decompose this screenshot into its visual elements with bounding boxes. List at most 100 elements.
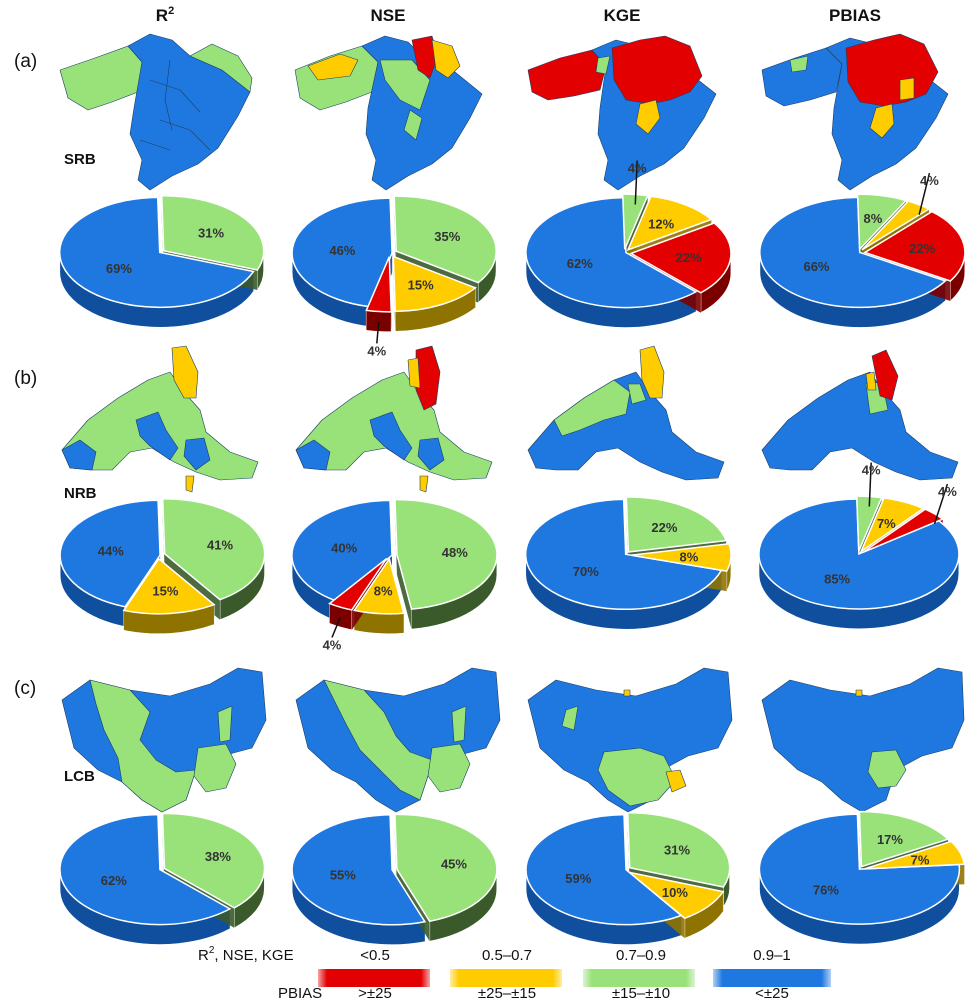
legend-blue-bottom: <±25 [755, 985, 789, 1002]
pie-slice-green [394, 498, 498, 610]
map-nrb-kge [527, 345, 725, 481]
map-srb-kge [527, 35, 717, 191]
pie-label-blue: 70% [573, 564, 599, 579]
pie-nrb-nse: 40% 48% 8% 4% [291, 498, 498, 653]
legend-swatch-red [318, 969, 430, 987]
pie-label-blue: 46% [329, 243, 355, 258]
row-labels: (a) SRB (b) NRB (c) LCB [14, 51, 97, 785]
pie-lcb-r2: 62% 38% [59, 812, 266, 945]
legend-green-bottom: ±15–±10 [612, 985, 670, 1002]
pie-label-green: 17% [877, 832, 903, 847]
map-nrb-pbias [761, 349, 959, 481]
pie-leader-green [868, 462, 872, 507]
pie-label-blue: 44% [98, 544, 124, 559]
map-lcb-nse [295, 667, 501, 813]
pie-slice-yellow [122, 557, 216, 615]
map-lcb-kge [527, 667, 733, 813]
pie-leader-red [376, 321, 380, 344]
pie-slice-green [160, 195, 265, 271]
pie-slice-green [394, 813, 498, 923]
pie-label-yellow: 15% [408, 278, 434, 293]
pie-slice-yellow [630, 542, 732, 572]
pie-srb-r2: 69% 31% [58, 195, 265, 328]
pie-label-yellow: 10% [662, 885, 688, 900]
pie-label-blue: 55% [330, 868, 356, 883]
pie-leader-red [933, 483, 949, 525]
header-r2: R2 [156, 5, 174, 25]
pie-slice-blue [291, 197, 393, 308]
pie-nrb-r2: 44% 41% 15% [59, 498, 266, 635]
pie-slice-red [365, 256, 393, 313]
pie-label-blue: 59% [565, 871, 591, 886]
pie-label-green: 31% [198, 225, 224, 240]
map-srb-nse [294, 35, 483, 191]
pie-slice-blue [59, 813, 232, 926]
pie-slice-blue [759, 196, 947, 309]
pie-label-green: 45% [441, 857, 467, 872]
map-srb-pbias [761, 33, 949, 191]
column-headers: R2 NSE KGE PBIAS [156, 5, 881, 25]
pie-label-blue: 62% [567, 256, 593, 271]
legend-swatch-green [583, 969, 695, 987]
pie-slice-yellow [392, 255, 477, 313]
pie-label-blue: 40% [331, 540, 357, 555]
pie-nrb-kge: 70% 22%8% [524, 496, 732, 630]
legend-yellow-bottom: ±25–±15 [478, 985, 536, 1002]
pie-slice-blue [525, 813, 683, 926]
pie-label-red: 22% [676, 250, 702, 265]
pie-slice-blue [291, 814, 427, 926]
pie-srb-nse: 46% 35% 15% 4% [291, 195, 497, 358]
pie-srb-pbias: 66% 8% 4% 22% [759, 173, 966, 328]
pie-label-green: 4% [628, 161, 647, 176]
legend-row2-label: PBIAS [278, 985, 322, 1002]
pie-lcb-kge: 59% 31% 10% [525, 812, 731, 946]
pie-slice-yellow [859, 497, 925, 554]
pie-charts: 69% 31% 46% 35% 15% 4% 62% 4% 12% 22% 66% 8% 4% 22% 44… [58, 160, 966, 946]
pie-label-red: 22% [909, 241, 935, 256]
pie-slice-green [161, 812, 266, 909]
basin-label-nrb: NRB [64, 485, 97, 502]
map-nrb-nse [295, 345, 493, 493]
pie-label-yellow: 12% [648, 217, 674, 232]
pie-label-yellow: 15% [152, 584, 178, 599]
pie-label-green: 38% [205, 849, 231, 864]
pie-label-blue: 62% [101, 873, 127, 888]
pie-label-red: 4% [323, 638, 342, 653]
pie-leader-yellow [918, 173, 931, 215]
pie-slice-red [863, 210, 966, 282]
legend-red-top: <0.5 [360, 947, 390, 964]
legend: R2, NSE, KGE PBIAS <0.5 >±25 0.5–0.7 ±25… [198, 945, 831, 1002]
pie-slice-green [161, 498, 266, 601]
pie-nrb-pbias: 85% 4% 7% 4% [758, 462, 960, 630]
basin-label-srb: SRB [64, 151, 96, 168]
pie-label-blue: 85% [824, 572, 850, 587]
map-nrb-r2 [61, 345, 259, 493]
pie-lcb-pbias: 76% 17% 7% [758, 810, 966, 945]
pie-slice-blue [58, 196, 255, 309]
header-pbias: PBIAS [829, 6, 881, 25]
map-lcb-r2 [61, 667, 267, 813]
pie-label-yellow: 8% [680, 550, 699, 565]
pie-label-green: 41% [207, 537, 233, 552]
legend-green-top: 0.7–0.9 [616, 947, 666, 964]
pie-slice-yellow [626, 195, 713, 252]
pie-slice-green [626, 812, 731, 888]
pie-label-red: 4% [938, 484, 957, 499]
legend-blue-top: 0.9–1 [753, 947, 791, 964]
pie-slice-green [393, 195, 497, 284]
pie-label-green: 35% [434, 229, 460, 244]
pie-label-green: 8% [864, 211, 883, 226]
pie-label-blue: 69% [106, 261, 132, 276]
pie-label-yellow: 4% [920, 173, 939, 188]
pie-label-red: 4% [367, 343, 386, 358]
pie-slice-red [629, 222, 732, 294]
row-tag-b: (b) [14, 368, 37, 389]
pie-leader-red [331, 616, 342, 638]
pie-slice-red [328, 557, 388, 611]
legend-row1-label: R2, NSE, KGE [198, 945, 294, 964]
row-tag-c: (c) [14, 678, 36, 699]
legend-swatch-yellow [450, 969, 562, 987]
header-nse: NSE [371, 6, 406, 25]
pie-slice-yellow [864, 840, 966, 870]
